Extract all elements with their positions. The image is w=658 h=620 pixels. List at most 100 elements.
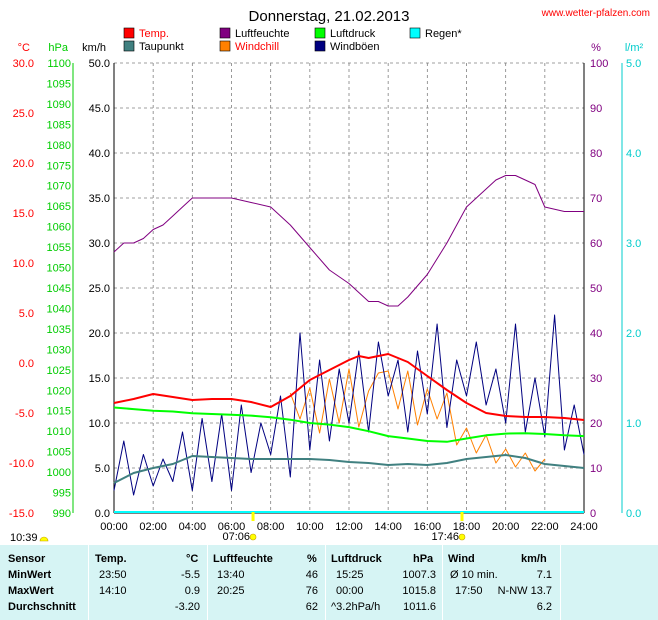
- tick-percent-3: 70: [590, 193, 602, 205]
- legend-swatch-6: [409, 27, 421, 39]
- legend-label-5: Windböen: [330, 41, 380, 53]
- tick-kmh-4: 30.0: [89, 238, 110, 250]
- tick-lm2-0: 5.0: [626, 58, 641, 70]
- hdr-temp: Temp.: [95, 553, 127, 565]
- row-avg-label: Durchschnitt: [8, 601, 76, 613]
- tick-hpa-13: 1035: [47, 324, 71, 336]
- axis-kmh-label: km/h: [82, 42, 106, 54]
- tick-hpa-6: 1070: [47, 181, 71, 193]
- min-press: 1007.3: [402, 569, 436, 581]
- tick-x-9: 18:00: [453, 521, 481, 533]
- tick-percent-9: 10: [590, 463, 602, 475]
- tick-percent-4: 60: [590, 238, 602, 250]
- tick-x-8: 16:00: [414, 521, 442, 533]
- legend-label-1: Taupunkt: [139, 41, 184, 53]
- tick-hpa-7: 1065: [47, 201, 71, 213]
- tick-hpa-5: 1075: [47, 160, 71, 172]
- min-wind: 7.1: [536, 569, 552, 581]
- tick-hpa-1: 1095: [47, 78, 71, 90]
- stats-table: Sensor Temp. °C Luftfeuchte % Luftdruck …: [0, 545, 658, 620]
- tick-kmh-10: 0.0: [95, 508, 110, 520]
- min-press-time: 15:25: [336, 569, 364, 581]
- series-line-0: [113, 353, 585, 421]
- max-hum: 76: [305, 585, 318, 597]
- max-wind: N-NW 13.7: [497, 585, 552, 597]
- axis-celsius-label: °C: [18, 42, 30, 54]
- tick-x-1: 02:00: [139, 521, 167, 533]
- site-link[interactable]: www.wetter-pfalzen.com: [541, 8, 650, 19]
- tick-celsius-6: 0.0: [19, 358, 34, 370]
- legend-swatch-0: [123, 27, 135, 39]
- axis-hpa-label: hPa: [48, 42, 68, 54]
- tick-celsius-9: -15.0: [9, 508, 34, 520]
- tick-hpa-20: 1000: [47, 467, 71, 479]
- tick-kmh-1: 45.0: [89, 103, 110, 115]
- series-line-2: [113, 175, 584, 307]
- tick-lm2-1: 4.0: [626, 148, 641, 160]
- axis-percent-label: %: [591, 42, 601, 54]
- max-press-time: 00:00: [336, 585, 364, 597]
- legend-swatch-2: [219, 27, 231, 39]
- tick-hpa-19: 1005: [47, 447, 71, 459]
- tick-x-11: 22:00: [531, 521, 559, 533]
- hdr-wind-unit: km/h: [521, 553, 547, 565]
- legend-label-0: Temp.: [139, 28, 169, 40]
- legend-swatch-4: [314, 27, 326, 39]
- avg-press-trend: ^3.2hPa/h: [331, 601, 381, 613]
- tick-x-5: 10:00: [296, 521, 324, 533]
- tick-kmh-6: 20.0: [89, 328, 110, 340]
- tick-percent-10: 0: [590, 508, 596, 520]
- legend-swatch-1: [123, 40, 135, 52]
- tick-celsius-2: 20.0: [13, 158, 34, 170]
- avg-wind: 6.2: [536, 601, 552, 613]
- y-axis-ticks: 30.0 25.0 20.0 15.0 10.0 5.0 0.0 -5.0 -10.0 -15.0…: [9, 58, 641, 520]
- tick-percent-8: 20: [590, 418, 602, 430]
- tick-hpa-22: 990: [53, 508, 71, 520]
- tick-hpa-8: 1060: [47, 222, 71, 234]
- tick-percent-5: 50: [590, 283, 602, 295]
- series-line-5: [113, 314, 585, 496]
- avg-temp: -3.20: [174, 601, 200, 613]
- tick-hpa-12: 1040: [47, 303, 71, 315]
- marker-label-0: 10:39: [10, 532, 38, 544]
- row-max-label: MaxWert: [8, 585, 54, 597]
- tick-hpa-14: 1030: [47, 344, 71, 356]
- min-wind-label: Ø 10 min.: [450, 569, 498, 581]
- legend-swatch-3: [219, 40, 231, 52]
- min-hum: 46: [305, 569, 318, 581]
- tick-hpa-18: 1010: [47, 426, 71, 438]
- min-temp: -5.5: [181, 569, 200, 581]
- hdr-press-unit: hPa: [413, 553, 434, 565]
- tick-x-2: 04:00: [179, 521, 207, 533]
- tick-celsius-3: 15.0: [13, 208, 34, 220]
- tick-x-0: 00:00: [100, 521, 128, 533]
- tick-celsius-5: 5.0: [19, 308, 34, 320]
- max-wind-time: 17:50: [455, 585, 483, 597]
- chart-title: Donnerstag, 21.02.2013: [249, 8, 410, 25]
- tick-celsius-4: 10.0: [13, 258, 34, 270]
- tick-hpa-9: 1055: [47, 242, 71, 254]
- tick-hpa-16: 1020: [47, 385, 71, 397]
- max-press: 1015.8: [402, 585, 436, 597]
- tick-celsius-8: -10.0: [9, 458, 34, 470]
- tick-hpa-4: 1080: [47, 140, 71, 152]
- tick-lm2-4: 1.0: [626, 418, 641, 430]
- tick-x-7: 14:00: [374, 521, 402, 533]
- tick-hpa-11: 1045: [47, 283, 71, 295]
- tick-x-4: 08:00: [257, 521, 285, 533]
- tick-hpa-3: 1085: [47, 119, 71, 131]
- tick-x-10: 20:00: [492, 521, 520, 533]
- tick-kmh-7: 15.0: [89, 373, 110, 385]
- tick-lm2-5: 0.0: [626, 508, 641, 520]
- min-temp-time: 23:50: [99, 569, 127, 581]
- legend-label-3: Windchill: [235, 41, 279, 53]
- sun-markers: 10:39 07:06 17:46: [10, 512, 466, 544]
- grid: [72, 62, 623, 514]
- tick-hpa-17: 1015: [47, 406, 71, 418]
- sun-icon: [39, 536, 49, 542]
- max-temp-time: 14:10: [99, 585, 127, 597]
- tick-kmh-2: 40.0: [89, 148, 110, 160]
- hdr-sensor: Sensor: [8, 553, 46, 565]
- tick-hpa-15: 1025: [47, 365, 71, 377]
